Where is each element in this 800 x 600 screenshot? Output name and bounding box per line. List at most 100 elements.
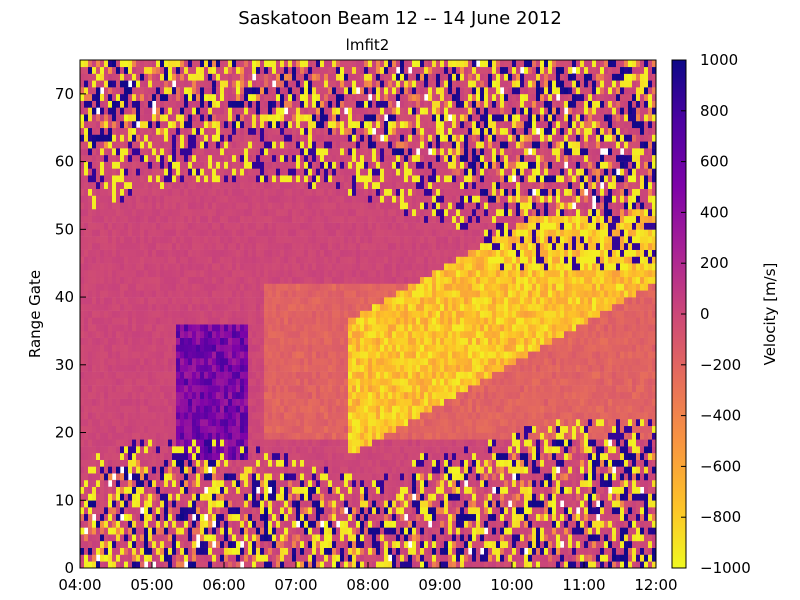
heat-cell <box>236 385 241 393</box>
heat-cell <box>252 391 257 399</box>
heat-cell <box>244 310 249 318</box>
heat-cell <box>200 127 205 135</box>
heat-cell <box>144 276 149 284</box>
heat-cell <box>120 337 125 345</box>
heat-cell <box>124 358 129 366</box>
heat-cell <box>252 93 257 101</box>
heat-cell <box>132 466 137 474</box>
heat-cell <box>84 222 89 230</box>
heat-cell <box>264 398 269 406</box>
heat-cell <box>340 114 345 122</box>
heat-cell <box>124 161 129 169</box>
heat-cell <box>112 276 117 284</box>
heat-cell <box>164 547 169 555</box>
heat-cell <box>304 181 309 189</box>
heat-cell <box>264 290 269 298</box>
heat-cell <box>108 141 113 149</box>
heat-cell <box>80 114 85 122</box>
heat-cell <box>308 419 313 427</box>
heat-cell <box>236 500 241 508</box>
heat-cell <box>168 412 173 420</box>
heat-cell <box>344 175 349 183</box>
heat-cell <box>188 290 193 298</box>
heat-cell <box>236 534 241 542</box>
heat-cell <box>292 188 297 196</box>
heat-cell <box>208 425 213 433</box>
heat-cell <box>296 134 301 142</box>
heat-cell <box>304 215 309 223</box>
heat-cell <box>160 364 165 372</box>
heat-cell <box>196 486 201 494</box>
heat-cell <box>156 141 161 149</box>
heat-cell <box>200 181 205 189</box>
heat-cell <box>196 168 201 176</box>
heat-cell <box>84 148 89 156</box>
heat-cell <box>292 87 297 95</box>
heat-cell <box>328 297 333 305</box>
heat-cell <box>92 114 97 122</box>
heat-cell <box>308 520 313 528</box>
heat-cell <box>272 107 277 115</box>
heat-cell <box>156 154 161 162</box>
heat-cell <box>136 547 141 555</box>
heat-cell <box>340 297 345 305</box>
heat-cell <box>144 324 149 332</box>
heat-cell <box>180 561 185 569</box>
heat-cell <box>300 486 305 494</box>
heat-cell <box>140 100 145 108</box>
heat-cell <box>296 195 301 203</box>
heat-cell <box>140 513 145 521</box>
heat-cell <box>284 507 289 515</box>
heat-cell <box>332 303 337 311</box>
heat-cell <box>232 222 237 230</box>
heat-cell <box>128 513 133 521</box>
heat-cell <box>180 249 185 257</box>
heat-cell <box>260 398 265 406</box>
heat-cell <box>184 500 189 508</box>
heat-cell <box>236 161 241 169</box>
heat-cell <box>328 310 333 318</box>
heat-cell <box>208 493 213 501</box>
heat-cell <box>104 317 109 325</box>
heat-cell <box>240 87 245 95</box>
heat-cell <box>208 154 213 162</box>
heat-cell <box>272 540 277 548</box>
heat-cell <box>80 452 85 460</box>
heat-cell <box>256 459 261 467</box>
heat-cell <box>252 439 257 447</box>
heat-cell <box>308 398 313 406</box>
heat-cell <box>184 161 189 169</box>
heat-cell <box>84 87 89 95</box>
heat-cell <box>156 256 161 264</box>
heat-cell <box>320 317 325 325</box>
heat-cell <box>300 236 305 244</box>
heat-cell <box>216 554 221 562</box>
heat-cell <box>212 479 217 487</box>
heat-cell <box>116 412 121 420</box>
heat-cell <box>312 60 317 68</box>
heat-cell <box>308 540 313 548</box>
heat-cell <box>220 310 225 318</box>
heat-cell <box>308 317 313 325</box>
heat-cell <box>300 554 305 562</box>
heat-cell <box>260 263 265 271</box>
heat-cell <box>176 154 181 162</box>
heat-cell <box>236 114 241 122</box>
heat-cell <box>336 242 341 250</box>
heat-cell <box>260 419 265 427</box>
heat-cell <box>88 520 93 528</box>
heat-cell <box>116 249 121 257</box>
heat-cell <box>96 114 101 122</box>
heat-cell <box>132 358 137 366</box>
heat-cell <box>128 242 133 250</box>
heat-cell <box>312 114 317 122</box>
heat-cell <box>240 425 245 433</box>
heat-cell <box>256 93 261 101</box>
heat-cell <box>256 127 261 135</box>
heat-cell <box>124 419 129 427</box>
heat-cell <box>240 73 245 81</box>
heat-cell <box>224 195 229 203</box>
heat-cell <box>300 114 305 122</box>
heat-cell <box>172 297 177 305</box>
heat-cell <box>140 378 145 386</box>
